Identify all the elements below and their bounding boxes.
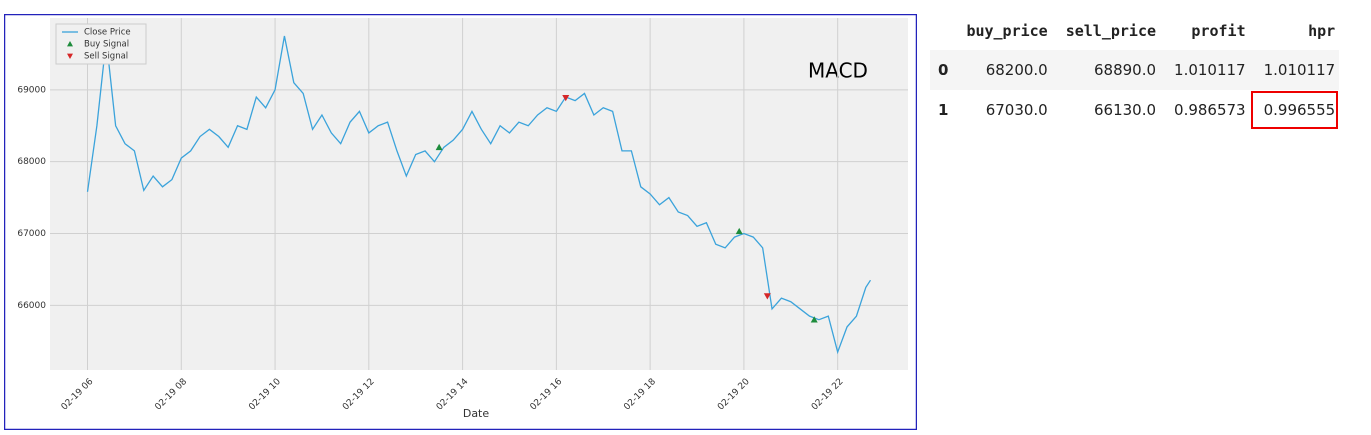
table-cell: 1.010117 bbox=[1249, 50, 1340, 90]
price-line bbox=[86, 35, 872, 355]
y-tick-label: 68000 bbox=[17, 157, 46, 167]
table-row: 1 67030.0 66130.0 0.986573 0.996555 bbox=[930, 90, 1339, 130]
table-cell: 66130.0 bbox=[1094, 101, 1157, 119]
legend-label: Buy Signal bbox=[84, 40, 129, 50]
table-cell: 0.986573 bbox=[1174, 101, 1246, 119]
column-header: profit bbox=[1191, 22, 1246, 40]
index-header bbox=[930, 16, 952, 50]
data-table: buy_price sell_price profit hpr 0 68200.0 688… bbox=[930, 16, 1340, 130]
legend-label: Sell Signal bbox=[84, 52, 128, 62]
y-tick-label: 66000 bbox=[17, 301, 46, 311]
row-index: 1 bbox=[938, 101, 949, 119]
legend-swatch bbox=[67, 41, 73, 47]
column-header: hpr bbox=[1308, 22, 1336, 40]
row-index: 0 bbox=[930, 50, 953, 90]
signal-marker bbox=[562, 94, 570, 102]
plot-area bbox=[50, 18, 908, 370]
legend-swatch bbox=[67, 53, 73, 59]
signal-marker bbox=[810, 316, 818, 323]
legend-label: Close Price bbox=[84, 28, 131, 38]
x-axis-label: Date bbox=[463, 407, 490, 420]
column-header: buy_price bbox=[966, 22, 1048, 40]
header-row: buy_price sell_price profit hpr bbox=[930, 16, 1339, 50]
y-tick-label: 69000 bbox=[17, 85, 46, 95]
table-cell: 67030.0 bbox=[985, 101, 1048, 119]
signal-marker bbox=[763, 293, 771, 300]
signal-marker bbox=[435, 143, 443, 151]
table-row: 0 68200.0 68890.0 1.010117 1.010117 bbox=[930, 50, 1340, 90]
table-cell: 68890.0 bbox=[1051, 50, 1161, 90]
table-cell: 0.996555 bbox=[1250, 90, 1340, 130]
table-cell: 1.010117 bbox=[1160, 50, 1250, 90]
signal-marker bbox=[735, 227, 743, 235]
y-tick-label: 67000 bbox=[17, 229, 46, 239]
table-cell: 68200.0 bbox=[952, 50, 1052, 90]
column-header: sell_price bbox=[1065, 22, 1157, 40]
